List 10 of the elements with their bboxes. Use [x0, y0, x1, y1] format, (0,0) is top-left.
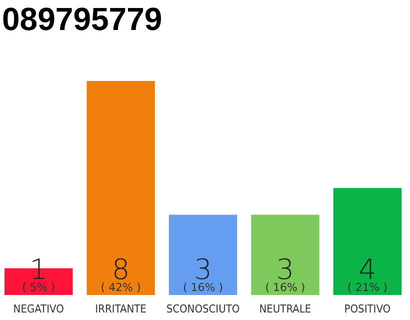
x-tick-label: NEGATIVO — [13, 302, 64, 316]
x-tick-label: POSITIVO — [344, 302, 391, 316]
chart-title: 089795779 — [2, 1, 162, 37]
x-tick-label: SCONOSCIUTO — [166, 302, 240, 316]
x-tick-label: IRRITANTE — [95, 302, 146, 316]
bar — [86, 81, 155, 295]
bar — [168, 214, 238, 295]
bar — [251, 214, 320, 295]
bar — [333, 188, 402, 295]
x-tick-label: NEUTRALE — [259, 302, 312, 316]
